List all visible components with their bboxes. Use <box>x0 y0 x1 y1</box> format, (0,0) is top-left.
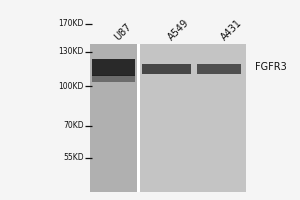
Text: 130KD: 130KD <box>58 47 84 56</box>
Bar <box>90 44 246 192</box>
Bar <box>136 44 140 192</box>
Text: 70KD: 70KD <box>63 121 84 130</box>
Text: A431: A431 <box>219 17 244 42</box>
Text: 55KD: 55KD <box>63 154 84 162</box>
FancyBboxPatch shape <box>92 59 135 76</box>
Text: 170KD: 170KD <box>58 20 84 28</box>
Bar <box>90 44 136 192</box>
Text: 100KD: 100KD <box>58 82 84 90</box>
FancyBboxPatch shape <box>92 75 135 82</box>
FancyBboxPatch shape <box>142 64 190 74</box>
Text: U87: U87 <box>112 21 133 42</box>
FancyBboxPatch shape <box>197 64 242 74</box>
Text: FGFR3: FGFR3 <box>255 62 287 72</box>
Text: A549: A549 <box>166 17 191 42</box>
Bar <box>140 44 246 192</box>
